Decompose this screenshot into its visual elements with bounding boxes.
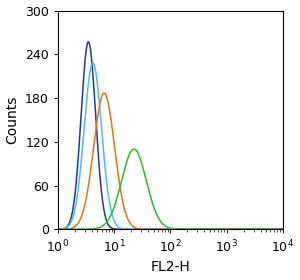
Y-axis label: Counts: Counts xyxy=(6,96,20,144)
X-axis label: FL2-H: FL2-H xyxy=(151,260,190,274)
